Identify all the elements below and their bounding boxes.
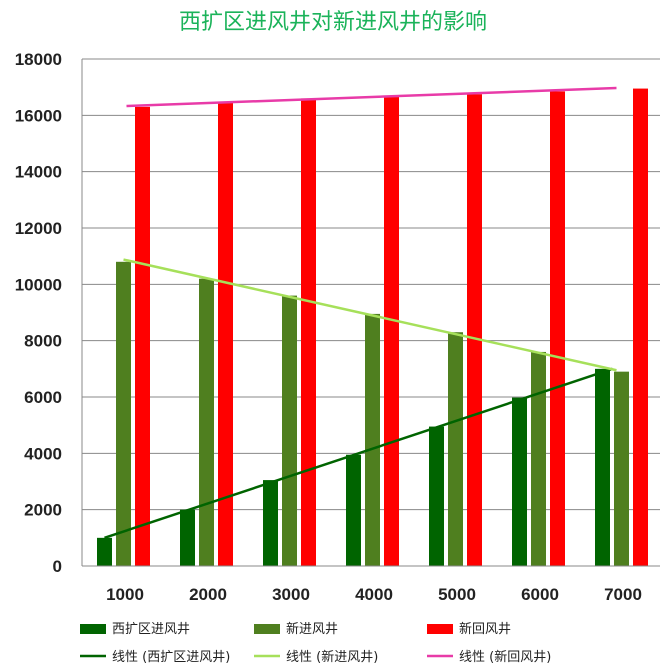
y-tick-label: 12000 xyxy=(15,219,62,238)
x-tick-label: 5000 xyxy=(438,585,476,604)
bar-west-intake xyxy=(97,537,112,566)
y-tick-label: 18000 xyxy=(15,50,62,69)
y-tick-label: 14000 xyxy=(15,163,62,182)
legend-swatch xyxy=(427,624,453,634)
x-tick-label: 3000 xyxy=(272,585,310,604)
y-tick-label: 0 xyxy=(53,557,62,576)
bar-new-return xyxy=(301,98,316,566)
legend-trend-label: 线性 (西扩区进风井) xyxy=(112,650,230,665)
y-axis-ticks: 0 2000 4000 6000 8000 10000 12000 14000 16000 180… xyxy=(15,50,62,576)
legend-label: 西扩区进风井 xyxy=(112,622,190,637)
x-tick-label: 4000 xyxy=(355,585,393,604)
x-axis-ticks: 1000 2000 3000 4000 5000 6000 7000 xyxy=(106,585,642,604)
trendline-new-intake xyxy=(123,258,617,372)
legend-label: 新回风井 xyxy=(459,621,511,637)
y-tick-label: 8000 xyxy=(24,332,62,351)
trendline-new-return xyxy=(126,86,617,108)
x-tick-label: 1000 xyxy=(106,585,144,604)
x-tick-label: 6000 xyxy=(521,585,559,604)
chart-title: 西扩区进风井对新进风井的影响 xyxy=(179,10,487,35)
bar-new-intake xyxy=(531,351,546,566)
bar-west-intake xyxy=(346,454,361,566)
bar-west-intake xyxy=(512,397,527,566)
gridlines xyxy=(81,58,660,566)
legend-swatch xyxy=(254,624,280,634)
bar-new-return xyxy=(550,91,565,567)
bar-new-return xyxy=(135,106,150,566)
bar-new-intake xyxy=(116,261,131,566)
bar-west-intake xyxy=(263,480,278,566)
legend-trend-label: 线性 (新进风井) xyxy=(286,649,378,665)
bar-new-intake xyxy=(199,278,214,566)
bar-west-intake xyxy=(429,426,444,566)
bars xyxy=(97,88,648,567)
bar-new-return xyxy=(467,94,482,566)
legend-trend-label: 线性 (新回风井) xyxy=(459,649,551,665)
trendline-west-intake xyxy=(104,367,613,540)
bar-new-return xyxy=(218,102,233,567)
legend-swatch xyxy=(80,624,106,634)
bar-new-intake xyxy=(614,371,629,566)
trendlines xyxy=(104,86,617,540)
y-tick-label: 10000 xyxy=(15,275,62,294)
legend-label: 新进风井 xyxy=(286,621,338,637)
y-tick-label: 16000 xyxy=(15,106,62,125)
y-tick-label: 6000 xyxy=(24,388,62,407)
bar-new-intake xyxy=(448,332,463,566)
bar-west-intake xyxy=(595,368,610,566)
y-tick-label: 2000 xyxy=(24,501,62,520)
bar-new-return xyxy=(633,88,648,566)
x-tick-label: 7000 xyxy=(604,585,642,604)
bar-new-intake xyxy=(365,313,380,566)
bar-west-intake xyxy=(180,509,195,566)
y-tick-label: 4000 xyxy=(24,444,62,463)
bar-new-intake xyxy=(282,295,297,566)
x-tick-label: 2000 xyxy=(189,585,227,604)
bar-new-return xyxy=(384,97,399,567)
